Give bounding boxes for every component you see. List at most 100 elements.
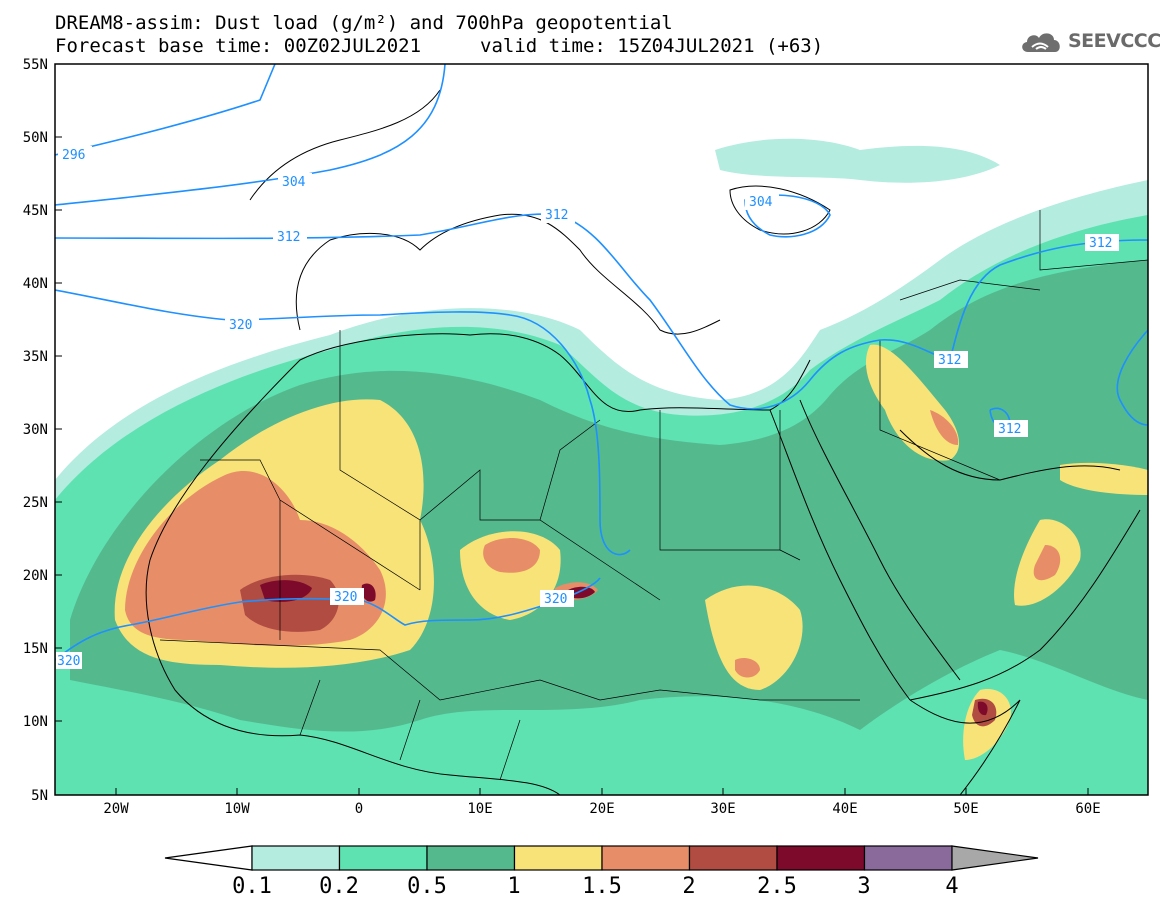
colorbar-label: 0.5 bbox=[407, 874, 447, 899]
lat-tick: 40N bbox=[23, 276, 62, 292]
coast-north-africa bbox=[149, 333, 811, 561]
colorbar-swatch bbox=[601, 845, 691, 871]
svg-text:320: 320 bbox=[544, 592, 567, 607]
contour-label: 320 bbox=[56, 652, 82, 669]
colorbar-label: 0.2 bbox=[319, 874, 359, 899]
svg-text:304: 304 bbox=[749, 195, 773, 210]
svg-text:296: 296 bbox=[62, 148, 85, 163]
contour-label: 320 bbox=[540, 590, 574, 607]
colorbar-swatch bbox=[513, 845, 603, 871]
lon-tick: 10E bbox=[467, 788, 493, 817]
svg-text:320: 320 bbox=[57, 654, 80, 669]
colorbar-swatch bbox=[863, 845, 953, 871]
svg-text:45N: 45N bbox=[23, 203, 48, 219]
svg-text:30N: 30N bbox=[23, 422, 48, 438]
svg-text:0: 0 bbox=[355, 801, 363, 817]
lat-tick: 30N bbox=[23, 422, 62, 438]
dust-area-maroon-somalia bbox=[977, 701, 988, 716]
svg-text:312: 312 bbox=[1089, 236, 1112, 251]
contour-304-west bbox=[55, 64, 446, 206]
contour-label: 304 bbox=[745, 193, 779, 210]
country-borders bbox=[159, 210, 1148, 781]
dust-area-maroon-mali bbox=[260, 580, 312, 602]
coast-europe bbox=[249, 89, 721, 335]
contour-label: 312 bbox=[541, 206, 575, 223]
svg-text:40N: 40N bbox=[23, 276, 48, 292]
contour-label: 312 bbox=[934, 351, 968, 368]
colorbar-label: 3 bbox=[857, 874, 870, 899]
colorbar-label: 2 bbox=[682, 874, 695, 899]
lon-tick: 20W bbox=[103, 788, 129, 817]
contour-label: 320 bbox=[225, 316, 259, 333]
svg-text:20E: 20E bbox=[589, 801, 614, 817]
dust-area-dark-green-south bbox=[300, 728, 620, 795]
logo-text: SEEVCCC bbox=[1068, 30, 1161, 52]
lat-tick: 35N bbox=[23, 349, 62, 365]
dust-area-yellow-iraq bbox=[865, 344, 960, 461]
cloud-icon bbox=[1022, 33, 1060, 52]
svg-text:320: 320 bbox=[334, 590, 357, 605]
coast-arabia bbox=[899, 429, 1141, 701]
lon-tick: 30E bbox=[710, 788, 736, 817]
colorbar-swatch bbox=[688, 845, 778, 871]
contour-320-west bbox=[55, 289, 631, 556]
lat-tick: 10N bbox=[23, 714, 62, 730]
contour-label: 312 bbox=[1085, 234, 1119, 251]
coast-red-sea bbox=[769, 399, 961, 701]
contour-label: 296 bbox=[58, 146, 92, 163]
dust-area-orange-sudan bbox=[735, 658, 760, 678]
lat-tick: 50N bbox=[23, 130, 62, 146]
valid-time-label: valid time: 15Z04JUL2021 (+63) bbox=[480, 35, 824, 57]
dust-field bbox=[55, 138, 1148, 795]
svg-text:30E: 30E bbox=[710, 801, 735, 817]
latitude-axis: 55N 50N 45N 40N 35N 30N 25N 20N 15N 10N … bbox=[23, 57, 62, 804]
lon-tick: 10W bbox=[224, 788, 250, 817]
svg-text:312: 312 bbox=[277, 230, 300, 245]
lon-tick: 50E bbox=[953, 788, 979, 817]
colorbar-label: 1.5 bbox=[582, 874, 622, 899]
svg-text:304: 304 bbox=[282, 175, 306, 190]
colorbar-high-arrow bbox=[951, 845, 1039, 871]
lon-tick: 0 bbox=[355, 788, 363, 817]
svg-text:50E: 50E bbox=[953, 801, 978, 817]
contour-label: 312 bbox=[994, 420, 1028, 437]
svg-text:10E: 10E bbox=[467, 801, 492, 817]
svg-text:312: 312 bbox=[938, 353, 961, 368]
contour-304-black-sea bbox=[744, 194, 831, 238]
lat-tick: 55N bbox=[23, 57, 62, 73]
coastlines bbox=[145, 89, 1148, 795]
svg-text:10W: 10W bbox=[224, 801, 250, 817]
colorbar-labels: 0.1 0.2 0.5 1 1.5 2 2.5 3 4 bbox=[232, 874, 959, 899]
svg-text:40E: 40E bbox=[832, 801, 857, 817]
contour-320-sahel bbox=[55, 577, 601, 661]
svg-text:60E: 60E bbox=[1075, 801, 1100, 817]
contour-labels: 296 304 312 320 304 312 312 312 312 320 … bbox=[56, 146, 1119, 669]
svg-text:312: 312 bbox=[545, 208, 568, 223]
lat-tick: 15N bbox=[23, 641, 62, 657]
svg-text:312: 312 bbox=[998, 422, 1021, 437]
lat-tick: 25N bbox=[23, 495, 62, 511]
svg-text:15N: 15N bbox=[23, 641, 48, 657]
svg-text:50N: 50N bbox=[23, 130, 48, 146]
dust-area-yellow-sudan bbox=[705, 585, 803, 690]
contour-label: 312 bbox=[273, 228, 307, 245]
dust-area-orange-niger bbox=[483, 538, 540, 573]
svg-text:320: 320 bbox=[229, 318, 252, 333]
lat-tick: 5N bbox=[31, 788, 62, 804]
colorbar-label: 4 bbox=[945, 874, 958, 899]
colorbar-swatch bbox=[338, 845, 428, 871]
dust-area-maroon-chad bbox=[568, 586, 595, 599]
colorbar-swatch bbox=[776, 845, 866, 871]
contour-label: 320 bbox=[330, 588, 364, 605]
dust-area-yellow-gulf bbox=[1060, 462, 1148, 495]
svg-text:5N: 5N bbox=[31, 788, 48, 804]
dust-area-orange-oman bbox=[1033, 545, 1061, 581]
svg-text:25N: 25N bbox=[23, 495, 48, 511]
svg-text:10N: 10N bbox=[23, 714, 48, 730]
colorbar-low-arrow bbox=[164, 845, 253, 871]
map-title: DREAM8-assim: Dust load (g/m²) and 700hP… bbox=[55, 12, 673, 34]
lon-tick: 60E bbox=[1075, 788, 1101, 817]
colorbar-label: 1 bbox=[507, 874, 520, 899]
colorbar-label: 2.5 bbox=[757, 874, 797, 899]
seevccc-logo: SEEVCCC bbox=[1018, 26, 1161, 56]
